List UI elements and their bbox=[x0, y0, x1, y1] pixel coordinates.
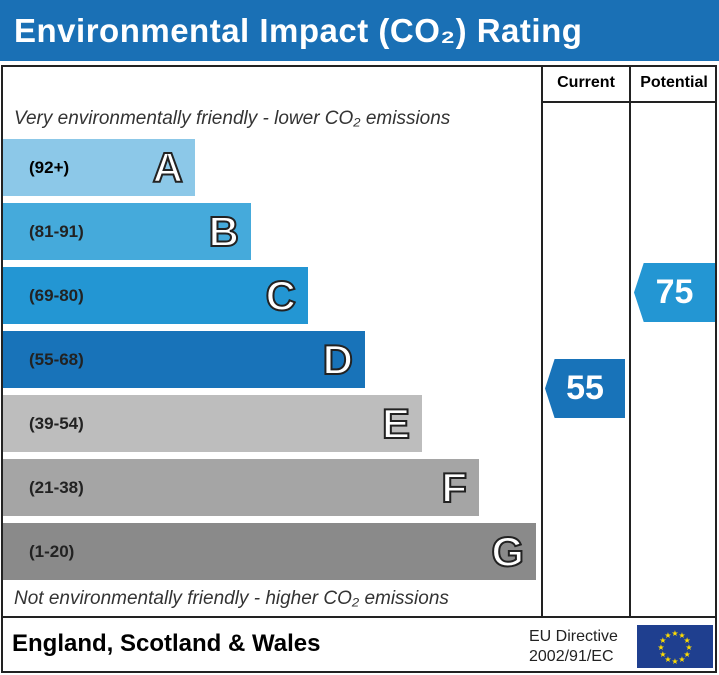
band-c: (69-80) C bbox=[3, 267, 308, 324]
band-letter: B bbox=[208, 207, 240, 256]
band-range: (39-54) bbox=[29, 414, 84, 433]
band-range: (69-80) bbox=[29, 286, 84, 305]
current-column-header: Current bbox=[557, 74, 615, 91]
eu-directive: EU Directive 2002/91/EC bbox=[529, 627, 618, 667]
star-icon: ★ bbox=[664, 631, 671, 640]
footer-divider bbox=[1, 616, 717, 618]
star-icon: ★ bbox=[684, 650, 691, 659]
column-divider bbox=[541, 65, 543, 618]
star-icon: ★ bbox=[685, 643, 692, 652]
band-e: (39-54) E bbox=[3, 395, 422, 452]
directive-line1: EU Directive bbox=[529, 628, 618, 645]
band-b: (81-91) B bbox=[3, 203, 251, 260]
star-icon: ★ bbox=[657, 643, 664, 652]
star-icon: ★ bbox=[678, 655, 685, 664]
band-letter: F bbox=[440, 463, 468, 512]
star-icon: ★ bbox=[671, 629, 678, 638]
band-range: (81-91) bbox=[29, 222, 84, 241]
region-label: England, Scotland & Wales bbox=[12, 630, 321, 657]
chart-frame bbox=[1, 65, 717, 673]
star-icon: ★ bbox=[659, 636, 666, 645]
band-letter: G bbox=[490, 527, 525, 576]
band-letter: D bbox=[322, 335, 354, 384]
top-caption: Very environmentally friendly - lower CO… bbox=[14, 108, 451, 129]
star-icon: ★ bbox=[671, 657, 678, 666]
bottom-caption: Not environmentally friendly - higher CO… bbox=[14, 588, 449, 609]
band-letter: E bbox=[381, 399, 411, 448]
chart-title: Environmental Impact (CO₂) Rating bbox=[0, 0, 719, 61]
star-icon: ★ bbox=[678, 631, 685, 640]
column-divider bbox=[629, 65, 631, 618]
band-f: (21-38) F bbox=[3, 459, 479, 516]
directive-line2: 2002/91/EC bbox=[529, 648, 614, 665]
star-icon: ★ bbox=[659, 650, 666, 659]
band-g: (1-20) G bbox=[3, 523, 536, 580]
potential-rating-arrow: 75 bbox=[634, 263, 715, 322]
potential-column-header: Potential bbox=[640, 74, 708, 91]
band-letter: A bbox=[152, 143, 184, 192]
band-range: (55-68) bbox=[29, 350, 84, 369]
band-range: (92+) bbox=[29, 158, 70, 177]
band-a: (92+) A bbox=[3, 139, 195, 196]
current-rating-arrow: 55 bbox=[545, 359, 625, 418]
eu-flag-icon: ★★★★★★★★★ ★ ★★ bbox=[637, 625, 713, 668]
header-divider bbox=[541, 101, 717, 103]
band-range: (1-20) bbox=[29, 542, 75, 561]
band-range: (21-38) bbox=[29, 478, 84, 497]
band-letter: C bbox=[265, 271, 297, 320]
star-icon: ★ bbox=[684, 636, 691, 645]
star-icon: ★ bbox=[664, 655, 671, 664]
band-d: (55-68) D bbox=[3, 331, 365, 388]
